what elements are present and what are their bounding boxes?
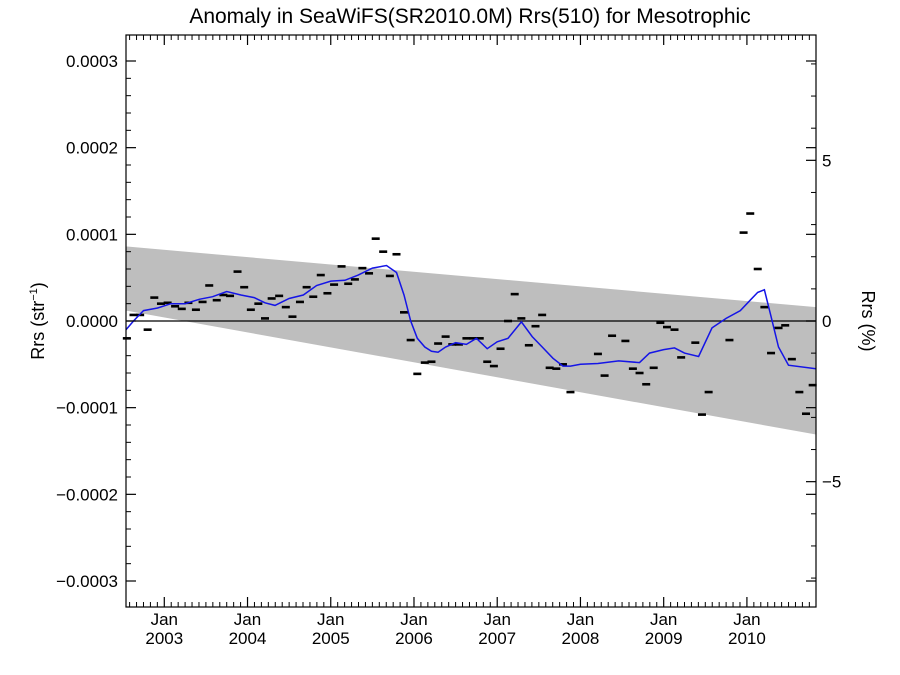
right-tick-label: 0: [822, 312, 831, 331]
left-tick-label: −0.0002: [56, 485, 118, 504]
x-tick-label-month: Jan: [733, 610, 760, 629]
running-mean-line: [126, 264, 816, 370]
left-y-axis-label-main: Rrs (str: [28, 301, 48, 360]
x-tick-label-month: Jan: [317, 610, 344, 629]
x-axis: Jan2003Jan2004Jan2005Jan2006Jan2007Jan20…: [129, 35, 810, 648]
plot-area: [122, 212, 817, 435]
x-tick-label-year: 2010: [728, 629, 766, 648]
left-y-axis-label: Rrs (str−1): [28, 282, 48, 360]
left-tick-label: 0.0001: [66, 225, 118, 244]
x-tick-label-month: Jan: [400, 610, 427, 629]
left-tick-label: −0.0003: [56, 572, 118, 591]
x-tick-label-month: Jan: [650, 610, 677, 629]
x-tick-label-month: Jan: [484, 610, 511, 629]
right-y-axis: 5 0 −5: [806, 63, 841, 579]
x-tick-label-year: 2006: [395, 629, 433, 648]
anomaly-markers: [122, 212, 817, 416]
left-tick-label: −0.0001: [56, 399, 118, 418]
x-tick-label-year: 2005: [312, 629, 350, 648]
right-tick-label: 5: [822, 151, 831, 170]
x-tick-label-year: 2008: [562, 629, 600, 648]
left-tick-label: 0.0000: [66, 312, 118, 331]
chart-title: Anomaly in SeaWiFS(SR2010.0M) Rrs(510) f…: [189, 5, 750, 28]
right-y-axis-label: Rrs (%): [858, 291, 878, 352]
uncertainty-band: [126, 246, 816, 435]
right-tick-label: −5: [822, 473, 841, 492]
left-y-axis-label-superscript: −1: [28, 288, 40, 301]
x-tick-label-year: 2003: [145, 629, 183, 648]
x-tick-label-year: 2009: [645, 629, 683, 648]
x-tick-label-month: Jan: [151, 610, 178, 629]
x-tick-label-month: Jan: [234, 610, 261, 629]
x-tick-label-year: 2007: [478, 629, 516, 648]
x-tick-label-month: Jan: [567, 610, 594, 629]
left-y-axis-label-close: ): [28, 282, 48, 288]
left-tick-label: 0.0002: [66, 139, 118, 158]
left-tick-label: 0.0003: [66, 52, 118, 71]
x-tick-label-year: 2004: [229, 629, 267, 648]
left-y-axis: 0.0003 0.0002 0.0001 0.0000 −0.0001 −0.0002 −0…: [56, 52, 816, 591]
